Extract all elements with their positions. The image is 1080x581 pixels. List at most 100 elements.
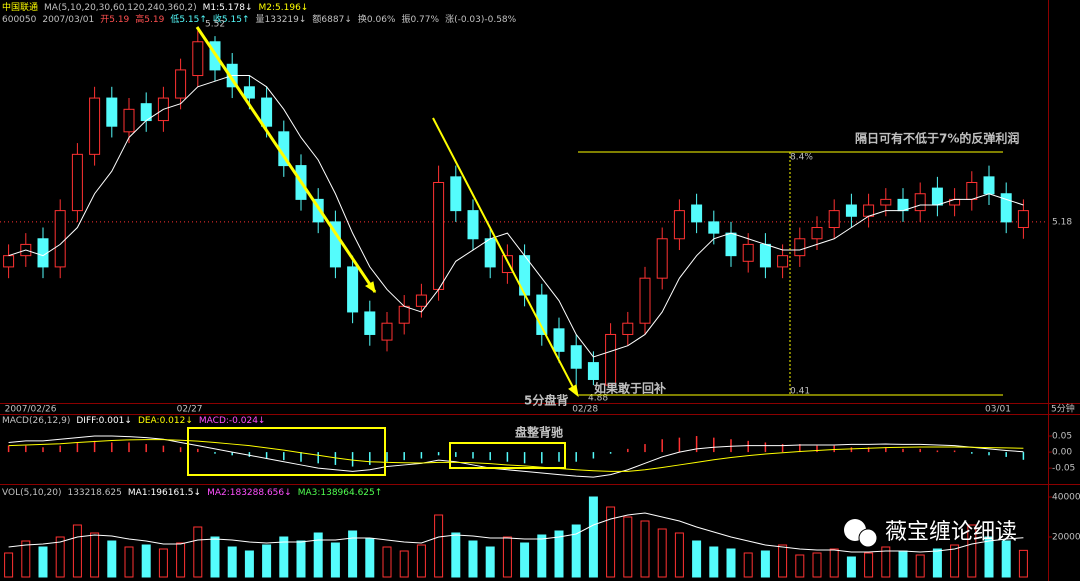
header-item: 开5.19 [100, 14, 129, 25]
volume-bar [846, 556, 856, 578]
candle-body [329, 221, 341, 268]
annotation: 如果敢于回补 [594, 381, 666, 396]
header-item: VOL(5,10,20) [2, 488, 61, 498]
header-item: 2007/03/01 [42, 15, 94, 25]
volume-bar [881, 546, 891, 578]
candle-body [777, 255, 789, 268]
header-item: 600050 [2, 15, 37, 25]
x-tick-label: 02/27 [177, 405, 203, 415]
volume-bar [279, 536, 289, 578]
candle-body [106, 97, 118, 127]
volume-bar [829, 548, 839, 578]
candle-body [433, 181, 445, 290]
volume-bar [709, 546, 719, 578]
volume-bar [692, 540, 702, 578]
volume-bar [124, 546, 134, 578]
candle-body [897, 198, 909, 212]
header-item: MACD:-0.024↓ [199, 416, 266, 426]
volume-bar [760, 550, 770, 578]
volume-bar [657, 528, 667, 578]
volume-bar [330, 542, 340, 578]
candle-body [622, 322, 634, 335]
header-item: M1:5.178↓ [203, 3, 253, 13]
volume-bar [158, 548, 168, 578]
candle-body [89, 97, 101, 155]
indicator-line [8, 439, 1024, 472]
annotation: 5分盘背 [524, 393, 568, 408]
volume-bar [967, 524, 977, 578]
header-item: MA2:183288.656↓ [207, 488, 292, 498]
volume-bar [399, 550, 409, 578]
candle-body [1017, 210, 1029, 229]
volume-bar [950, 544, 960, 578]
indicator-line [8, 75, 1024, 358]
volume-bar [812, 552, 822, 578]
candle-body [175, 69, 187, 99]
volume-bar [520, 542, 530, 578]
header-item: M2:5.196↓ [259, 3, 309, 13]
y-tick-label: 400000 [1052, 493, 1080, 503]
watermark-text: 薇宝缠论细读 [885, 520, 1017, 545]
volume-bar [795, 554, 805, 578]
candle-body [243, 86, 255, 99]
candle-body [639, 277, 651, 324]
volume-bar [4, 552, 14, 578]
candle-body [673, 210, 685, 240]
candle-body [312, 198, 324, 223]
x-tick-label: 03/01 [985, 405, 1011, 415]
header-item: 量133219↓ [256, 14, 307, 25]
candle-body [828, 210, 840, 229]
volume-bar [537, 534, 547, 578]
volume-bar [674, 532, 684, 578]
volume-bar [778, 544, 788, 578]
volume-bar [107, 540, 117, 578]
annotation: 4.88 [588, 394, 608, 404]
volume-bar [21, 540, 31, 578]
candle-body [691, 204, 703, 223]
header-line: VOL(5,10,20) 133218.625 MA1:196161.5↓ MA2:1… [2, 488, 382, 498]
volume-bar [932, 548, 942, 578]
volume-bar [898, 550, 908, 578]
candle-body [123, 108, 135, 133]
volume-bar [588, 496, 598, 578]
y-tick-label: 5.18 [1052, 217, 1072, 227]
candle-body [708, 221, 720, 234]
volume-bar [72, 524, 82, 578]
volume-bar [244, 550, 254, 578]
volume-bar [210, 536, 220, 578]
y-tick-label: 0.05 [1052, 432, 1072, 442]
header-item: MA(5,10,20,30,60,120,240,360,2) [44, 3, 197, 13]
volume-bar [984, 536, 994, 578]
volume-bar [296, 540, 306, 578]
header-item: 高5.19 [135, 13, 164, 25]
volume-bar [451, 532, 461, 578]
candle-body [845, 204, 857, 217]
annotation: 盘整背驰 [515, 425, 563, 440]
header-item: 低5.15↑ [170, 13, 207, 25]
candle-body [794, 238, 806, 257]
volume-bar [176, 542, 186, 578]
header-item: 中国联通 [2, 1, 38, 13]
volume-bar [1018, 549, 1028, 578]
volume-bar [365, 538, 375, 578]
annotation: 0.41 [790, 387, 810, 397]
annotation: 5.52 [205, 20, 225, 30]
header-line: 中国联通 MA(5,10,20,30,60,120,240,360,2) M1:5.… [2, 1, 308, 13]
candle-body [742, 243, 754, 262]
header-item: MA1:196161.5↓ [128, 488, 201, 498]
candle-body [811, 227, 823, 240]
candle-body [467, 210, 479, 240]
volume-bar [382, 546, 392, 578]
candle-body [587, 362, 599, 380]
candle-body [536, 294, 548, 335]
candle-body [880, 198, 892, 206]
header-item: DIFF:0.001↓ [76, 416, 132, 426]
volume-bar [864, 552, 874, 578]
volume-bar [193, 526, 203, 578]
trend-drawings [187, 26, 1003, 476]
candle-body [415, 294, 427, 307]
candle-body [966, 181, 978, 200]
candle-body [553, 328, 565, 352]
